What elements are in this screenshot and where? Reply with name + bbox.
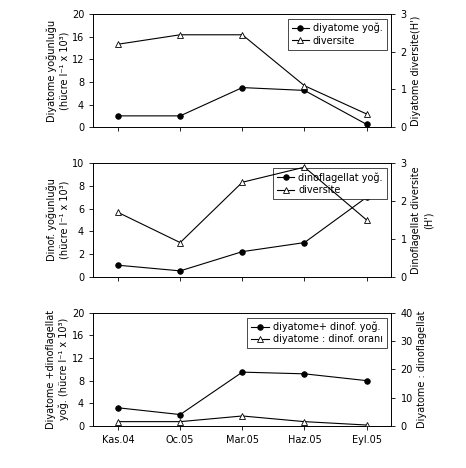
Y-axis label: Dinoflagellat diversite
(H'): Dinoflagellat diversite (H') xyxy=(411,166,433,274)
Legend: dinoflagellat yoğ., diversite: dinoflagellat yoğ., diversite xyxy=(273,168,387,199)
dinoflagellat yoğ. xyxy=(364,195,370,200)
diyatome+ dinof. yoğ. xyxy=(364,378,370,383)
diversite xyxy=(240,32,245,37)
diyatome : dinof. oranı: (1, 1.5): dinof. oranı: (1, 1.5) xyxy=(178,419,183,424)
diyatome+ dinof. yoğ. xyxy=(115,405,121,410)
diversite xyxy=(178,32,183,37)
Y-axis label: Dinof. yoğunluğu
(hücre l⁻¹ x 10³): Dinof. yoğunluğu (hücre l⁻¹ x 10³) xyxy=(46,178,69,262)
Legend: diyatome yoğ., diversite: diyatome yoğ., diversite xyxy=(288,19,387,50)
diyatome : dinof. oranı: (3, 1.5): dinof. oranı: (3, 1.5) xyxy=(302,419,307,424)
diversite xyxy=(364,217,370,223)
Y-axis label: Diyatome : dinoflagellat: Diyatome : dinoflagellat xyxy=(417,311,427,428)
diversite xyxy=(115,41,121,47)
diversite xyxy=(240,179,245,185)
diversite xyxy=(115,210,121,215)
Line: dinoflagellat yoğ.: dinoflagellat yoğ. xyxy=(115,195,370,274)
dinoflagellat yoğ. xyxy=(115,263,121,268)
Line: diyatome yoğ.: diyatome yoğ. xyxy=(115,85,370,127)
dinoflagellat yoğ. xyxy=(302,240,307,245)
Y-axis label: Diyatome yoğunluğu
(hücre l⁻¹ x 10³): Diyatome yoğunluğu (hücre l⁻¹ x 10³) xyxy=(46,20,69,122)
diversite xyxy=(302,164,307,170)
diyatome : dinof. oranı: (4, 0.3): dinof. oranı: (4, 0.3) xyxy=(364,422,370,428)
Legend: diyatome+ dinof. yoğ., diyatome : dinof. oranı: diyatome+ dinof. yoğ., diyatome : dinof.… xyxy=(247,318,387,348)
Line: diyatome : dinof. oranı: diyatome : dinof. oranı xyxy=(115,412,370,429)
diyatome yoğ. xyxy=(240,85,245,90)
diyatome+ dinof. yoğ. xyxy=(302,371,307,377)
diyatome : dinof. oranı: (0, 1.5): dinof. oranı: (0, 1.5) xyxy=(115,419,121,424)
diyatome yoğ. xyxy=(115,113,121,119)
diversite xyxy=(178,240,183,245)
dinoflagellat yoğ. xyxy=(240,249,245,255)
diyatome+ dinof. yoğ. xyxy=(178,412,183,417)
diyatome+ dinof. yoğ. xyxy=(240,369,245,375)
Line: diversite: diversite xyxy=(115,164,370,246)
Line: diyatome+ dinof. yoğ.: diyatome+ dinof. yoğ. xyxy=(115,369,370,417)
Line: diversite: diversite xyxy=(115,31,370,117)
diversite xyxy=(364,111,370,117)
dinoflagellat yoğ. xyxy=(178,268,183,274)
Y-axis label: Diyatome diversite(H'): Diyatome diversite(H') xyxy=(411,15,421,126)
Y-axis label: Diyatome +dinoflagellat
yoğ. (hücre l⁻¹ x 10³): Diyatome +dinoflagellat yoğ. (hücre l⁻¹ … xyxy=(46,310,69,429)
diyatome yoğ. xyxy=(302,88,307,93)
diyatome : dinof. oranı: (2, 3.5): dinof. oranı: (2, 3.5) xyxy=(240,413,245,419)
diyatome yoğ. xyxy=(364,122,370,127)
diversite xyxy=(302,83,307,88)
diyatome yoğ. xyxy=(178,113,183,119)
